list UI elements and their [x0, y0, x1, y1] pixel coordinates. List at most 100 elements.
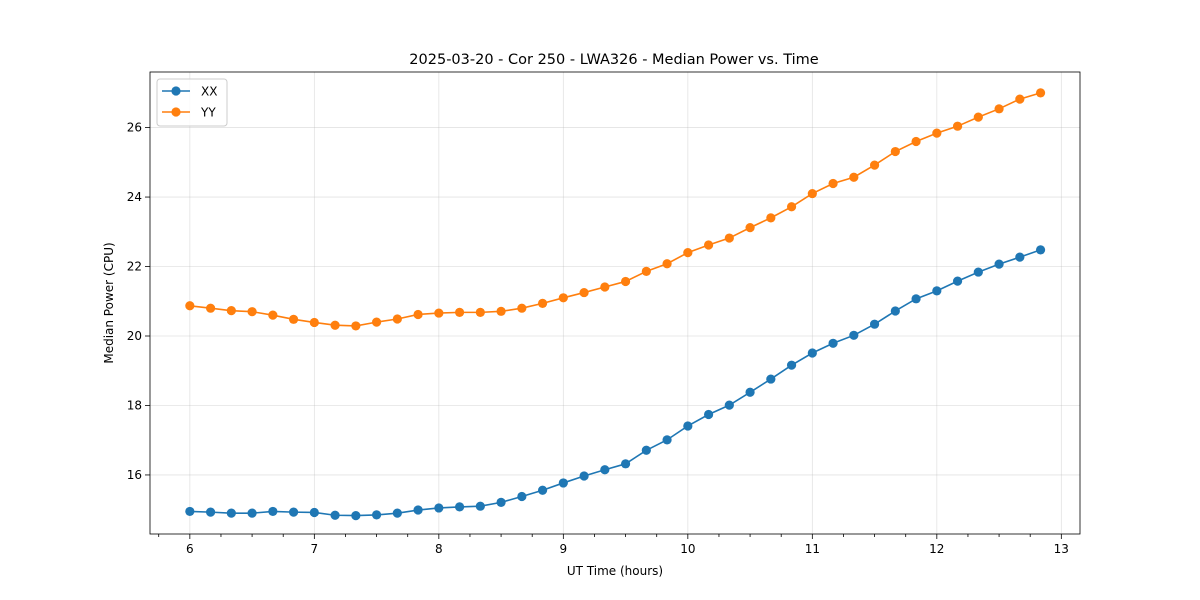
data-point-yy	[1035, 88, 1046, 98]
grid	[150, 72, 1080, 534]
legend-label-xx: XX	[201, 85, 217, 99]
data-point-xx	[413, 505, 423, 515]
y-tick-label: 26	[127, 121, 142, 135]
data-point-xx	[786, 360, 797, 370]
data-point-xx	[952, 276, 963, 286]
ticks: 6 7 8 9 10 11 12 13 16 18 20 22 24 26	[127, 121, 1069, 556]
data-point-yy	[392, 314, 402, 324]
data-point-yy	[434, 308, 444, 318]
data-point-yy	[952, 121, 963, 131]
x-tick-label: 10	[680, 542, 695, 556]
data-point-yy	[185, 301, 195, 311]
data-point-yy	[309, 317, 319, 328]
data-point-xx	[309, 507, 319, 518]
data-point-yy	[724, 233, 734, 243]
data-point-yy	[828, 178, 838, 189]
data-point-xx	[226, 508, 236, 518]
data-point-xx	[288, 507, 299, 517]
x-tick-label: 6	[186, 542, 194, 556]
data-point-xx	[579, 471, 589, 481]
data-point-yy	[994, 104, 1004, 114]
data-point-yy	[849, 172, 859, 182]
data-point-xx	[932, 286, 942, 296]
x-tick-label: 12	[929, 542, 944, 556]
y-tick-label: 18	[127, 398, 142, 412]
data-point-xx	[517, 491, 527, 502]
data-point-yy	[226, 306, 236, 316]
data-point-yy	[703, 240, 714, 250]
series-layer	[185, 88, 1046, 521]
data-point-yy	[371, 317, 382, 327]
plot-area-frame	[149, 71, 1081, 535]
data-point-yy	[454, 307, 465, 317]
data-point-yy	[890, 146, 900, 157]
data-point-xx	[537, 485, 548, 495]
data-point-xx	[496, 497, 506, 507]
data-point-xx	[1015, 252, 1025, 262]
data-point-yy	[475, 307, 485, 317]
data-point-yy	[558, 293, 568, 303]
data-point-xx	[766, 374, 776, 384]
data-point-xx	[662, 435, 672, 445]
data-point-yy	[537, 298, 548, 308]
data-point-xx	[745, 387, 755, 397]
data-point-xx	[475, 501, 485, 511]
data-point-yy	[745, 223, 755, 233]
series-line-xx	[189, 249, 1041, 517]
data-point-xx	[620, 459, 631, 469]
data-point-yy	[268, 310, 278, 320]
data-point-xx	[351, 510, 361, 521]
legend: XX YY	[156, 78, 228, 127]
legend-marker-xx	[171, 86, 181, 96]
data-point-xx	[247, 508, 257, 518]
data-point-xx	[392, 508, 402, 518]
data-point-xx	[724, 400, 734, 410]
data-point-xx	[1035, 245, 1046, 255]
data-point-yy	[766, 213, 776, 223]
data-point-xx	[703, 409, 714, 420]
data-point-yy	[288, 314, 299, 324]
x-tick-label: 8	[435, 542, 443, 556]
data-point-yy	[662, 259, 672, 269]
series-yy	[185, 88, 1046, 331]
data-point-xx	[849, 330, 859, 340]
x-tick-label: 13	[1054, 542, 1069, 556]
data-point-yy	[351, 321, 361, 331]
series-xx	[185, 245, 1046, 521]
data-point-yy	[807, 188, 817, 199]
data-point-xx	[558, 478, 568, 488]
y-tick-label: 22	[127, 260, 142, 274]
data-point-yy	[1015, 94, 1025, 104]
data-point-yy	[517, 303, 527, 313]
data-point-xx	[994, 259, 1004, 269]
data-point-yy	[579, 287, 589, 298]
data-point-yy	[973, 112, 983, 122]
data-point-yy	[932, 128, 942, 138]
data-point-xx	[330, 510, 340, 520]
data-point-xx	[205, 507, 216, 517]
y-tick-label: 24	[127, 190, 142, 204]
x-tick-label: 9	[560, 542, 568, 556]
x-tick-label: 7	[311, 542, 319, 556]
data-point-xx	[434, 503, 444, 513]
data-point-xx	[683, 421, 693, 431]
data-point-yy	[620, 276, 631, 287]
y-tick-label: 16	[127, 468, 142, 482]
data-point-xx	[973, 267, 983, 277]
y-tick-label: 20	[127, 329, 142, 343]
data-point-xx	[600, 465, 610, 475]
y-axis-label: Median Power (CPU)	[102, 242, 116, 363]
data-point-yy	[413, 309, 423, 320]
legend-label-yy: YY	[200, 106, 216, 120]
data-point-yy	[786, 202, 797, 212]
data-point-xx	[869, 319, 880, 329]
data-point-xx	[454, 502, 465, 512]
data-point-yy	[683, 248, 693, 258]
data-point-yy	[641, 266, 651, 276]
chart-title: 2025-03-20 - Cor 250 - LWA326 - Median P…	[409, 52, 818, 68]
data-point-yy	[205, 303, 216, 313]
data-point-yy	[911, 136, 921, 147]
x-axis-label: UT Time (hours)	[567, 564, 663, 578]
x-tick-label: 11	[805, 542, 820, 556]
